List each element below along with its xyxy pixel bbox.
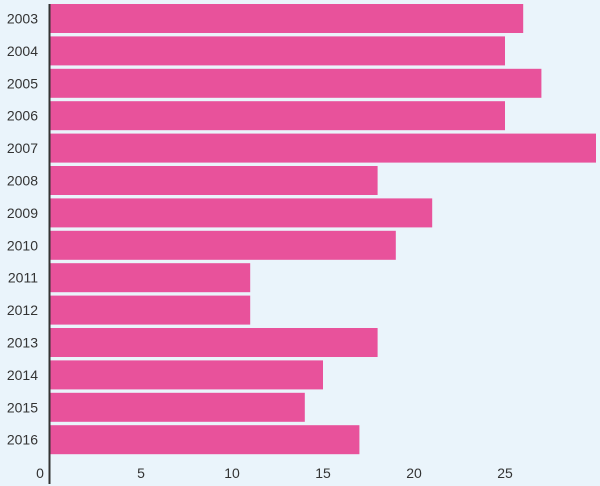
- bar-2014: [50, 360, 323, 390]
- bar-2006: [50, 101, 505, 131]
- bar-2016: [50, 425, 360, 455]
- bar-2005: [50, 68, 542, 98]
- bar-2008: [50, 166, 378, 195]
- bar-2015: [50, 392, 305, 422]
- y-tick-label: 2016: [7, 432, 38, 448]
- y-tick-label: 2005: [7, 75, 38, 91]
- y-tick-label: 2011: [8, 270, 38, 286]
- y-tick-label: 2008: [7, 173, 38, 189]
- x-tick-label: 0: [36, 465, 44, 481]
- y-tick-label: 2010: [7, 237, 38, 253]
- y-tick-label: 2012: [7, 302, 38, 318]
- bar-2012: [50, 295, 251, 325]
- y-tick-label: 2014: [7, 367, 38, 383]
- bar-2004: [50, 36, 505, 66]
- x-tick-label: 10: [224, 465, 240, 481]
- y-tick-label: 2009: [7, 205, 38, 221]
- bar-2003: [50, 4, 524, 33]
- y-tick-label: 2007: [7, 140, 38, 156]
- y-tick-label: 2013: [7, 335, 38, 351]
- bar-2013: [50, 328, 378, 357]
- x-tick-label: 20: [406, 465, 422, 481]
- y-tick-label: 2006: [7, 108, 38, 124]
- x-tick-label: 5: [137, 465, 145, 481]
- x-tick-label: 15: [315, 465, 331, 481]
- x-tick-label: 25: [497, 465, 513, 481]
- y-tick-label: 2003: [7, 11, 38, 27]
- y-tick-label: 2015: [7, 399, 38, 415]
- y-tick-label: 2004: [7, 43, 38, 59]
- bar-2010: [50, 230, 396, 260]
- bar-2009: [50, 198, 433, 228]
- bar-2007: [50, 133, 596, 163]
- bar-2011: [50, 263, 251, 293]
